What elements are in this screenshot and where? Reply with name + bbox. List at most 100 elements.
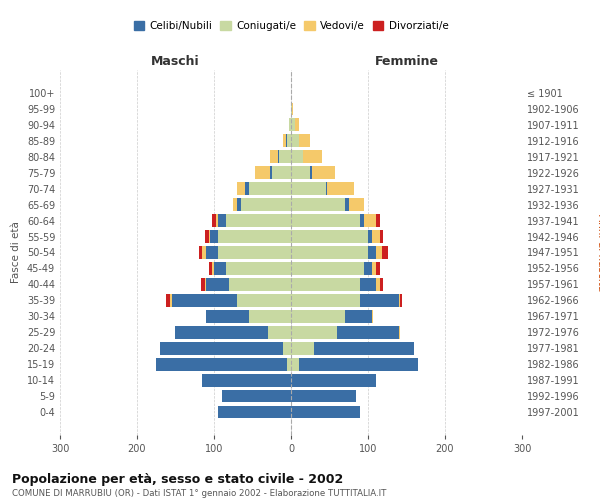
Bar (278, 150, 280, 163)
Bar (295, 118, 299, 132)
Bar (364, 262, 372, 275)
Bar (248, 310, 291, 322)
Bar (291, 310, 345, 322)
Bar (233, 198, 237, 211)
Bar (226, 262, 291, 275)
Bar (399, 326, 400, 338)
Legend: Celibi/Nubili, Coniugati/e, Vedovi/e, Divorziati/e: Celibi/Nubili, Coniugati/e, Vedovi/e, Di… (130, 17, 452, 36)
Bar (400, 294, 402, 306)
Bar (302, 150, 322, 163)
Bar (291, 118, 295, 132)
Bar (202, 374, 291, 386)
Bar (314, 342, 414, 354)
Y-axis label: Fasce di età: Fasce di età (11, 222, 21, 284)
Bar (287, 358, 291, 370)
Bar (241, 198, 291, 211)
Bar (291, 230, 368, 243)
Bar (226, 214, 291, 227)
Bar (212, 214, 217, 227)
Bar (291, 150, 302, 163)
Bar (170, 294, 172, 306)
Bar (201, 278, 205, 291)
Bar (222, 390, 291, 402)
Bar (156, 358, 287, 370)
Bar (237, 182, 245, 195)
Bar (312, 166, 335, 179)
Bar (268, 326, 291, 338)
Bar (291, 166, 310, 179)
Text: Maschi: Maschi (151, 56, 200, 68)
Bar (299, 134, 310, 147)
Bar (175, 326, 268, 338)
Bar (237, 294, 291, 306)
Bar (206, 278, 229, 291)
Bar (206, 246, 218, 259)
Bar (291, 294, 360, 306)
Bar (218, 230, 291, 243)
Bar (376, 278, 380, 291)
Bar (287, 134, 291, 147)
Bar (217, 214, 218, 227)
Text: Popolazione per età, sesso e stato civile - 2002: Popolazione per età, sesso e stato civil… (12, 472, 343, 486)
Bar (326, 182, 327, 195)
Bar (380, 278, 383, 291)
Text: Femmine: Femmine (374, 56, 439, 68)
Bar (255, 166, 270, 179)
Y-axis label: Anni di nascita: Anni di nascita (596, 214, 600, 291)
Bar (360, 294, 399, 306)
Bar (291, 102, 292, 116)
Bar (372, 310, 373, 322)
Bar (291, 326, 337, 338)
Bar (218, 246, 291, 259)
Bar (206, 310, 248, 322)
Bar (229, 278, 291, 291)
Bar (291, 134, 299, 147)
Bar (218, 214, 226, 227)
Bar (399, 294, 400, 306)
Bar (327, 182, 354, 195)
Bar (291, 246, 368, 259)
Bar (218, 406, 291, 418)
Bar (270, 166, 272, 179)
Bar (376, 214, 380, 227)
Bar (292, 102, 293, 116)
Bar (376, 246, 382, 259)
Bar (248, 182, 291, 195)
Bar (205, 230, 209, 243)
Bar (291, 358, 299, 370)
Bar (291, 214, 360, 227)
Bar (382, 246, 388, 259)
Bar (160, 342, 283, 354)
Bar (368, 230, 372, 243)
Bar (286, 134, 287, 147)
Bar (345, 310, 372, 322)
Bar (289, 118, 291, 132)
Bar (337, 326, 399, 338)
Bar (280, 150, 291, 163)
Bar (345, 198, 349, 211)
Bar (214, 262, 226, 275)
Bar (349, 198, 364, 211)
Bar (205, 278, 206, 291)
Bar (199, 246, 202, 259)
Bar (291, 390, 356, 402)
Bar (237, 198, 241, 211)
Bar (376, 262, 380, 275)
Bar (368, 246, 376, 259)
Bar (283, 134, 286, 147)
Bar (291, 342, 314, 354)
Bar (380, 230, 383, 243)
Bar (291, 262, 364, 275)
Bar (245, 182, 248, 195)
Bar (291, 198, 345, 211)
Bar (166, 294, 170, 306)
Bar (299, 358, 418, 370)
Bar (291, 182, 326, 195)
Bar (360, 214, 364, 227)
Text: COMUNE DI MARRUBIU (OR) - Dati ISTAT 1° gennaio 2002 - Elaborazione TUTTITALIA.I: COMUNE DI MARRUBIU (OR) - Dati ISTAT 1° … (12, 489, 386, 498)
Bar (372, 230, 380, 243)
Bar (291, 278, 360, 291)
Bar (209, 230, 210, 243)
Bar (291, 374, 376, 386)
Bar (283, 342, 291, 354)
